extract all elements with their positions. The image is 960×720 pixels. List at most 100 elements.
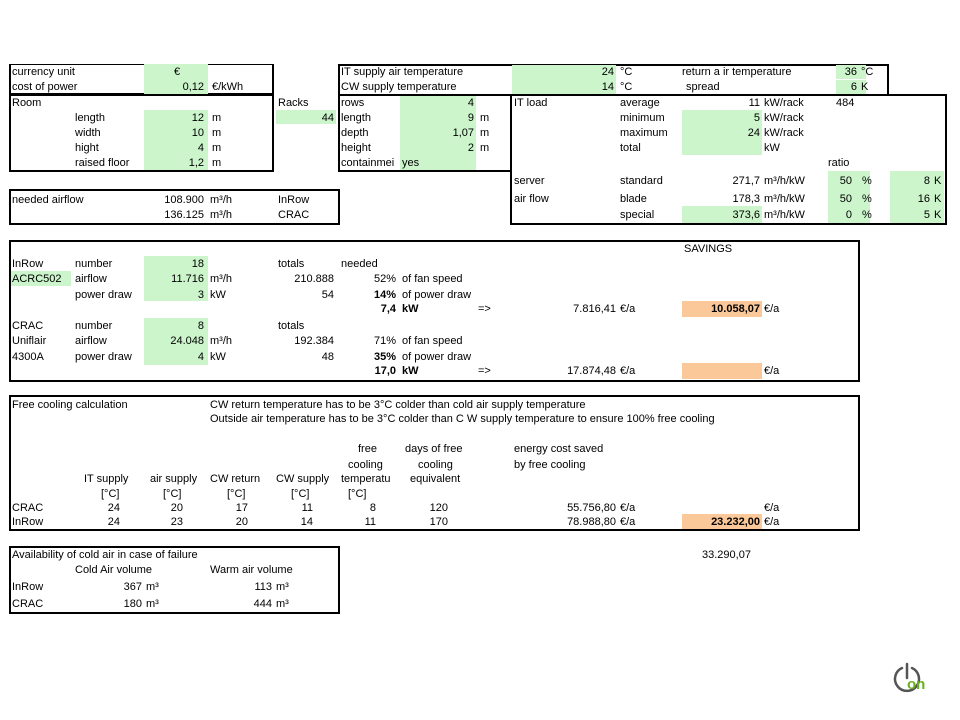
return-temp-unit: °C: [861, 66, 874, 78]
crac-total-airflow: 192.384: [294, 335, 334, 347]
crac-airflow-unit: m³/h: [210, 335, 232, 347]
server-special-value: 373,6: [732, 209, 760, 221]
fc-inrow-cwr: 20: [235, 516, 248, 528]
inrow-power-unit: kW: [210, 289, 226, 301]
crac-arrow: =>: [478, 365, 491, 377]
hdr-cw-return: CW return: [210, 473, 261, 485]
crac-name2: Uniflair: [12, 335, 47, 347]
crac-number: 8: [197, 320, 204, 332]
needed-airflow-inrow: 108.900: [164, 194, 204, 206]
avail-crac-cold-unit: m³: [146, 598, 159, 610]
crac-kw-unit: kW: [402, 365, 419, 377]
racks-containment-value: yes: [402, 157, 420, 169]
fc-inrow-it: 24: [107, 516, 120, 528]
currency-value-cell: [144, 64, 208, 94]
inrow-power: 3: [197, 289, 204, 301]
room-values-cell: [144, 110, 208, 170]
needed-airflow-type2: CRAC: [278, 209, 310, 221]
fc-crac-days: 120: [429, 502, 448, 514]
logo-text: on: [907, 676, 926, 693]
room-hight-value: 4: [197, 142, 204, 154]
availability-title: Availability of cold air in case of fail…: [12, 549, 198, 561]
racks-depth-label: depth: [341, 127, 369, 139]
needed-airflow-unit1: m³/h: [210, 194, 232, 206]
inrow-name-cell: [11, 271, 71, 286]
itload-title: IT load: [514, 97, 548, 109]
fc-inrow-air: 23: [170, 516, 183, 528]
fc-crac-air: 20: [170, 502, 183, 514]
freecooling-box: [9, 395, 860, 531]
crac-power: 4: [197, 351, 204, 363]
inrow-airflow-unit: m³/h: [210, 273, 232, 285]
needed-airflow-type1: InRow: [278, 194, 310, 206]
savings-label: SAVINGS: [684, 243, 733, 255]
hdr-energy1: energy cost saved: [514, 443, 604, 455]
room-length-unit: m: [212, 112, 222, 124]
spread-label: spread: [686, 81, 720, 93]
hdr-unit-2: [°C]: [163, 488, 182, 500]
crac-totals-label: totals: [278, 320, 305, 332]
server-blade-ratio: 50: [839, 193, 852, 205]
racks-rows-value: 4: [467, 97, 474, 109]
racks-count-cell: [276, 110, 336, 124]
inrow-cost-unit: €/a: [620, 303, 636, 315]
inrow-power-label: power draw: [75, 289, 132, 301]
fc-inrow-cws: 14: [300, 516, 313, 528]
inrow-cost: 7.816,41: [573, 303, 616, 315]
freecooling-title: Free cooling calculation: [12, 399, 128, 411]
itload-minimum-label: minimum: [620, 112, 665, 124]
server-blade-unit: m³/h/kW: [764, 193, 805, 205]
avail-inrow-name: InRow: [12, 581, 44, 593]
crac-saving-cell: [682, 363, 762, 379]
server-label: server: [514, 175, 545, 187]
itload-average-value: 11: [748, 97, 760, 109]
inrow-power-pct: 14%: [373, 289, 396, 301]
server-standard-ku: K: [934, 175, 942, 187]
freecooling-total-cell: [682, 514, 762, 529]
it-supply-label: IT supply air temperature: [341, 66, 464, 78]
inrow-total-airflow: 210.888: [294, 273, 334, 285]
fc-inrow-free: 11: [364, 516, 376, 528]
fc-inrow-total: 23.232,00: [711, 516, 760, 528]
crac-airflow: 24.048: [170, 335, 204, 347]
currency-value: €: [174, 66, 181, 78]
inrow-airflow: 11.716: [171, 273, 204, 285]
inrow-fan-text: of fan speed: [402, 273, 463, 285]
power-cost-value: 0,12: [182, 81, 204, 93]
it-supply-unit: °C: [620, 66, 633, 78]
avail-crac-warm: 444: [253, 598, 272, 610]
crac-total-power: 48: [321, 351, 334, 363]
fc-crac-cws: 11: [301, 502, 313, 514]
fc-crac-cost-unit: €/a: [620, 502, 636, 514]
inrow-saving-unit: €/a: [764, 303, 780, 315]
fc-inrow-days: 170: [429, 516, 448, 528]
fc-crac-it: 24: [107, 502, 120, 514]
server-blade-pct: %: [862, 193, 872, 205]
room-length-label: length: [75, 112, 105, 124]
crac-power-unit: kW: [210, 351, 226, 363]
spread-value: 6: [850, 81, 857, 93]
room-floor-label: raised floor: [75, 157, 130, 169]
crac-airflow-label: airflow: [75, 335, 107, 347]
power-cost-label: cost of power: [12, 81, 78, 93]
hdr-free1: free: [358, 443, 377, 455]
fc-crac-free: 8: [369, 502, 376, 514]
inrow-saving: 10.058,07: [711, 303, 760, 315]
cooling-box: [9, 240, 860, 382]
itload-minimum-value: 5: [753, 112, 760, 124]
room-length-value: 12: [191, 112, 204, 124]
server-special-pct: %: [862, 209, 872, 221]
hdr-days1: days of free: [405, 443, 463, 455]
room-hight-label: hight: [75, 142, 99, 154]
crac-name3: 4300A: [12, 351, 44, 363]
crac-fan-pct: 71%: [373, 335, 396, 347]
server-blade-type: blade: [620, 193, 647, 205]
room-width-unit: m: [212, 127, 222, 139]
itload-maximum-label: maximum: [620, 127, 668, 139]
racks-rows-label: rows: [341, 97, 365, 109]
airflow-box: [9, 189, 340, 225]
itload-values-cell: [682, 110, 762, 155]
power-icon: [893, 662, 921, 693]
freecooling-note2: Outside air temperature has to be 3°C co…: [210, 413, 715, 425]
server-special-ratio: 0: [845, 209, 852, 221]
